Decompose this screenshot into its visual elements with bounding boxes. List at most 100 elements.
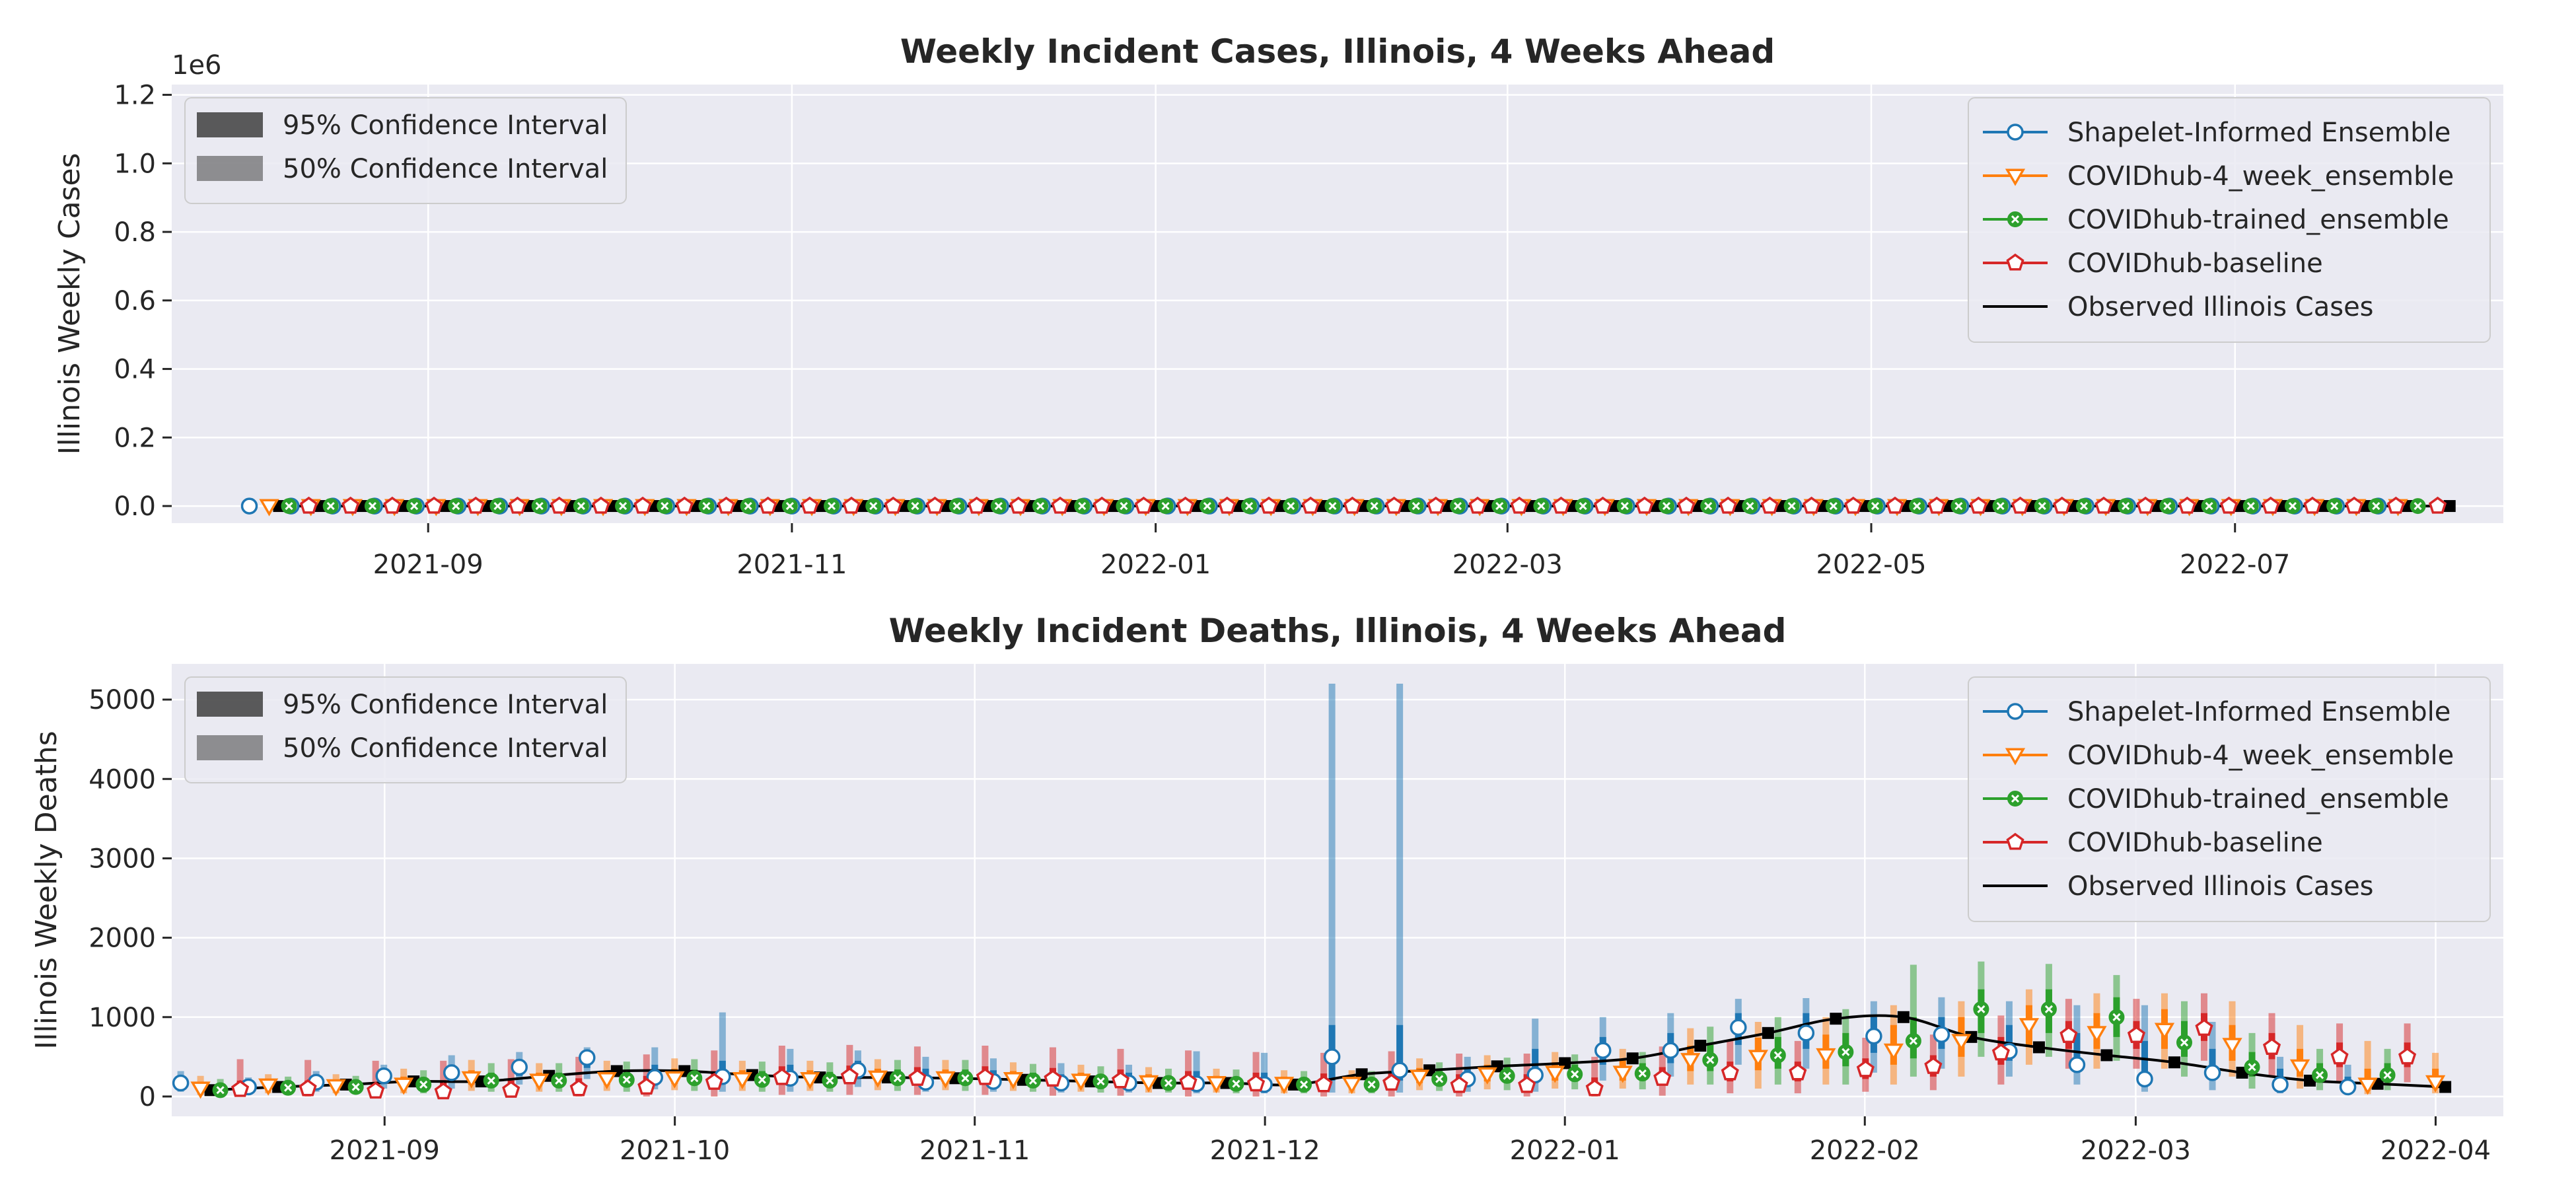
marker-cross	[452, 502, 460, 511]
forecast-point	[448, 498, 464, 515]
forecast-point	[531, 498, 548, 515]
forecast-point	[1382, 1073, 1401, 1091]
ci95-patch	[197, 112, 263, 137]
forecast-point	[2262, 496, 2280, 514]
forecast-point	[822, 1072, 838, 1089]
forecast-point	[1071, 1073, 1091, 1091]
observed-point	[1762, 1027, 1774, 1039]
forecast-point	[2425, 1075, 2446, 1093]
legend-label: Observed Illinois Cases	[2067, 292, 2374, 322]
forecast-point	[2244, 1059, 2260, 1075]
forecast-point	[717, 496, 736, 514]
forecast-point	[596, 1071, 617, 1090]
forecast-point	[1730, 1019, 1747, 1036]
forecast-point	[1385, 496, 1404, 514]
y-axis-label: Illinois Weekly Deaths	[30, 731, 63, 1049]
x-tick-label: 2021-09	[330, 1135, 440, 1166]
marker-cross	[493, 502, 502, 511]
forecast-point	[1886, 496, 1904, 514]
forecast-point	[1653, 1069, 1672, 1086]
forecast-point	[884, 496, 902, 514]
legend-label: 95% Confidence Interval	[283, 690, 608, 720]
forecast-point	[2262, 1038, 2281, 1055]
forecast-point	[948, 498, 965, 515]
forecast-point	[2059, 1026, 2078, 1043]
marker-cross	[577, 502, 585, 511]
marker-cross	[351, 1083, 360, 1091]
forecast-point	[2284, 498, 2301, 515]
forecast-point	[259, 499, 279, 517]
forecast-point	[2176, 1034, 2192, 1051]
marker-cross	[2372, 502, 2380, 511]
forecast-point	[1314, 1075, 1333, 1093]
marker-cross	[619, 502, 627, 511]
forecast-point	[1074, 498, 1091, 515]
forecast-point	[375, 1067, 392, 1085]
forecast-point	[664, 1071, 685, 1089]
forecast-point	[1760, 496, 1779, 514]
forecast-point	[1662, 1042, 1680, 1060]
legend-label: 50% Confidence Interval	[283, 733, 608, 764]
forecast-point	[1594, 1042, 1612, 1060]
legend-label: COVIDhub-4_week_ensemble	[2067, 161, 2454, 192]
marker-cross	[2163, 502, 2172, 511]
forecast-point	[1905, 1032, 1921, 1049]
forecast-point	[1924, 1057, 1943, 1074]
forecast-point	[483, 1072, 499, 1089]
forecast-point	[434, 1082, 452, 1100]
forecast-point	[1969, 496, 1987, 514]
forecast-point	[2339, 1078, 2357, 1096]
forecast-point	[867, 1070, 888, 1088]
forecast-point	[1992, 498, 2009, 515]
forecast-point	[406, 498, 423, 515]
forecast-point	[425, 496, 443, 514]
legend-frame	[184, 97, 627, 204]
forecast-point	[443, 1064, 460, 1081]
marker-cross	[1913, 502, 1921, 511]
marker-cross	[1909, 1036, 1917, 1045]
marker-cross	[410, 502, 419, 511]
forecast-point	[637, 1077, 656, 1095]
forecast-point	[2368, 498, 2384, 515]
forecast-point	[1218, 496, 1236, 514]
forecast-point	[1032, 498, 1049, 515]
x-tick-label: 2021-11	[919, 1135, 1030, 1166]
forecast-point	[889, 1070, 906, 1087]
legend-marker	[2007, 211, 2023, 227]
forecast-point	[1973, 1001, 1989, 1017]
forecast-point	[2136, 1070, 2153, 1088]
forecast-point	[1748, 1050, 1768, 1067]
forecast-point	[1719, 496, 1737, 514]
forecast-point	[508, 496, 527, 514]
marker-cross	[1287, 502, 1295, 511]
forecast-point	[1950, 498, 1967, 515]
marker-cross	[1435, 1075, 1444, 1083]
forecast-point	[2075, 498, 2092, 515]
legend-marker	[2007, 124, 2024, 141]
forecast-point	[1450, 1075, 1468, 1093]
observed-point	[2032, 1041, 2045, 1054]
forecast-point	[2178, 496, 2196, 514]
y-tick-label: 3000	[89, 844, 156, 874]
y-tick-label: 0.2	[114, 423, 156, 453]
observed-point	[2443, 500, 2456, 513]
marker-cross	[2044, 1005, 2053, 1013]
forecast-point	[1797, 1025, 1815, 1042]
forecast-point	[1612, 1065, 1633, 1083]
forecast-point	[2272, 1076, 2289, 1093]
forecast-point	[657, 498, 673, 515]
marker-cross	[661, 502, 669, 511]
forecast-point	[1241, 498, 1258, 515]
forecast-point	[2127, 1026, 2146, 1043]
y-tick-label: 0.6	[114, 286, 156, 316]
marker-cross	[1244, 502, 1254, 511]
forecast-point	[1024, 1072, 1041, 1089]
x-tick-label: 2022-02	[1810, 1135, 1920, 1166]
forecast-point	[990, 498, 1007, 515]
legend-frame	[1968, 676, 2491, 922]
forecast-point	[1391, 1062, 1408, 1079]
forecast-point	[1296, 1076, 1312, 1093]
forecast-point	[842, 496, 861, 514]
forecast-point	[172, 1074, 190, 1092]
forecast-point	[367, 1081, 385, 1099]
